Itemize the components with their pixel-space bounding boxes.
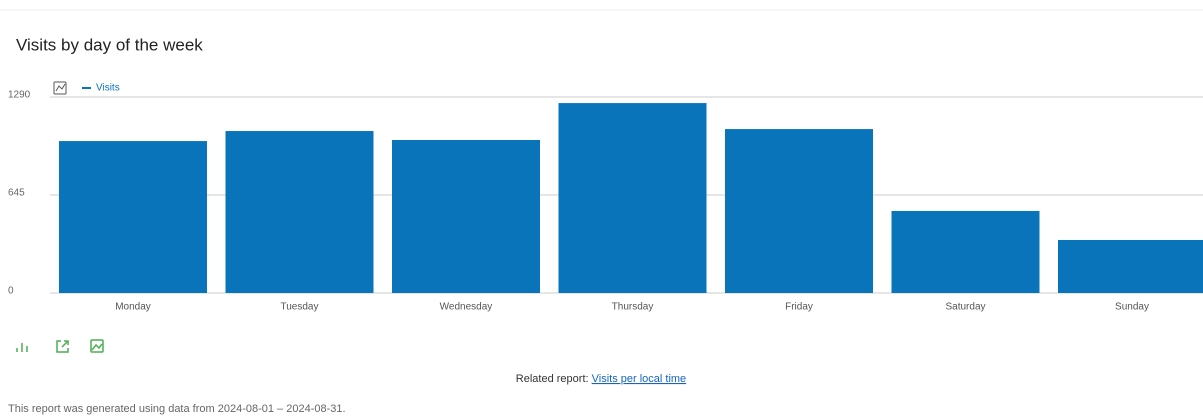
bar xyxy=(59,141,207,293)
legend-label: Visits xyxy=(96,83,120,94)
bar xyxy=(725,129,873,293)
chart-title: Visits by day of the week xyxy=(16,35,203,54)
visualization-icons xyxy=(16,339,104,353)
chart-type-icon[interactable] xyxy=(53,81,67,95)
related-report-link[interactable]: Visits per local time xyxy=(592,373,687,385)
x-tick-label: Thursday xyxy=(612,302,654,313)
bar xyxy=(558,103,707,294)
x-tick-label: Saturday xyxy=(945,302,985,313)
bar-chart-icon[interactable] xyxy=(16,343,28,352)
image-icon[interactable] xyxy=(90,339,104,353)
x-tick-label: Tuesday xyxy=(281,302,319,313)
related-report-label: Related report: xyxy=(516,373,589,385)
legend[interactable]: Visits xyxy=(82,83,120,94)
bar xyxy=(392,139,540,293)
bar xyxy=(225,131,374,293)
export-icon[interactable] xyxy=(56,340,69,353)
y-tick-label: 645 xyxy=(8,188,25,199)
x-tick-label: Monday xyxy=(115,302,151,313)
plot: 0 645 1290 Monday Tuesday Wednesday Thursday Fr… xyxy=(8,90,1203,313)
x-tick-label: Sunday xyxy=(1115,302,1149,313)
y-tick-label: 1290 xyxy=(8,90,31,101)
related-report: Related report: Visits per local time xyxy=(516,373,686,385)
x-tick-label: Friday xyxy=(785,302,813,313)
bar xyxy=(891,210,1040,293)
footer: This report was generated using data fro… xyxy=(8,403,346,415)
bar xyxy=(1058,239,1203,293)
x-tick-label: Wednesday xyxy=(440,302,493,313)
y-tick-label: 0 xyxy=(8,286,14,297)
